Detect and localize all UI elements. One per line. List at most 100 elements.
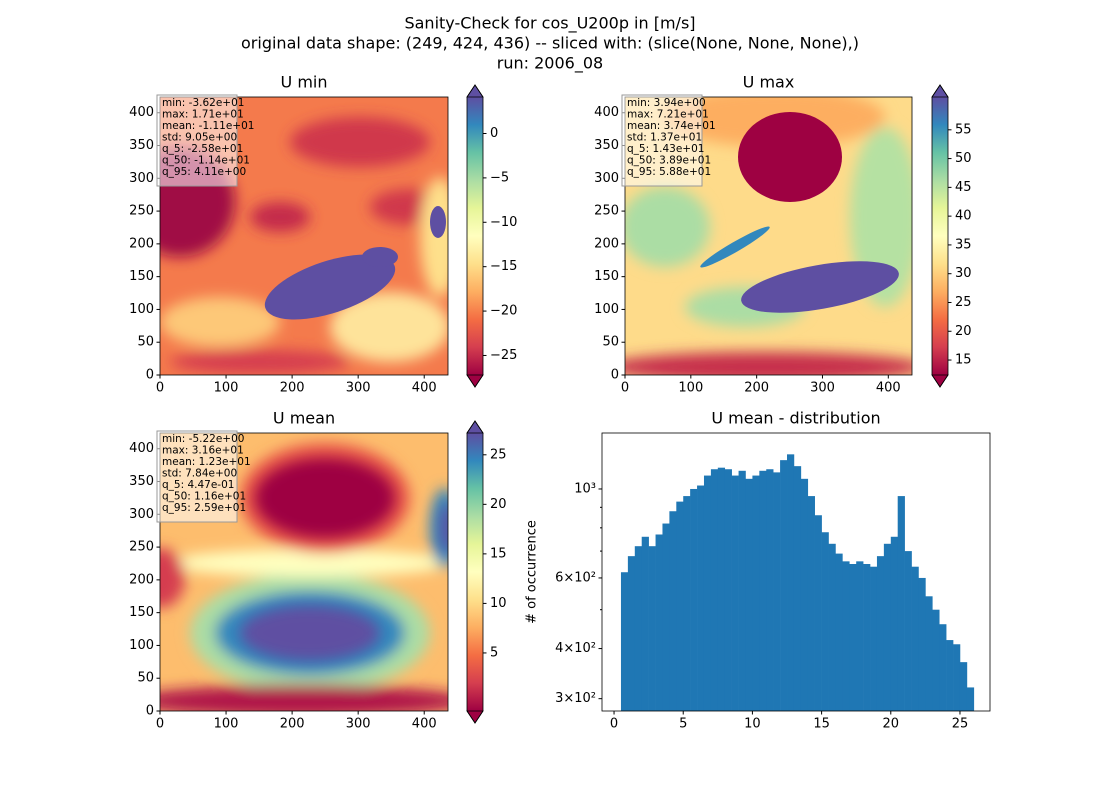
bar [710, 469, 719, 711]
x-tick-label: 200 [744, 381, 769, 396]
bar [897, 496, 905, 711]
colorbar-tick-label: −25 [490, 348, 517, 363]
y-tick-label: 400 [129, 441, 154, 456]
stats-box [156, 94, 238, 187]
y-tick-label: 400 [129, 105, 154, 120]
bar [620, 572, 629, 711]
y-tick-label: 50 [602, 335, 619, 350]
bar [821, 532, 829, 711]
bar [966, 687, 975, 711]
y-tick-label: 350 [129, 138, 154, 153]
bar [641, 536, 649, 711]
colorbar-tick-label: 0 [490, 126, 498, 141]
stats-line: q_95: 5.88e+01 [627, 166, 711, 178]
colorbar-frame [466, 84, 484, 388]
colorbar [467, 97, 483, 375]
y-tick-label: 250 [129, 204, 154, 219]
y-tick-label: 150 [129, 605, 154, 620]
bar [787, 454, 795, 711]
colorbar-tick-label: 15 [490, 546, 507, 561]
x-tick-label: 0 [156, 381, 164, 396]
colorbar-frame [466, 420, 484, 724]
bar [835, 553, 843, 711]
colorbar-tick-label: −15 [490, 259, 517, 274]
y-tick-label: 4×10² [555, 641, 596, 656]
stats-line: std: 9.05e+00 [162, 132, 237, 144]
colorbar-tick-label: 30 [955, 266, 972, 281]
x-tick-label: 0 [156, 717, 164, 732]
y-tick-label: 150 [594, 269, 619, 284]
y-tick-label: 350 [129, 474, 154, 489]
bar [883, 543, 892, 711]
axes-title: U mean [273, 409, 335, 428]
y-tick-label: 100 [129, 638, 154, 653]
stats-line: q_5: -2.58e+01 [162, 143, 243, 155]
stats-box [156, 430, 238, 523]
colorbar-tick-label: 35 [955, 237, 972, 252]
colorbar [467, 433, 483, 711]
x-tick-label: 20 [883, 717, 900, 732]
heatmap-image [625, 97, 912, 375]
bar [959, 662, 968, 711]
x-tick-label: 100 [214, 717, 239, 732]
stats-line: mean: 3.74e+01 [627, 120, 716, 132]
x-tick-label: 200 [280, 381, 305, 396]
stats-line: q_95: 4.11e+00 [162, 166, 246, 178]
bar [863, 564, 871, 711]
x-tick-label: 400 [876, 381, 901, 396]
colorbar-tick-label: 40 [955, 209, 972, 224]
x-tick-label: 400 [412, 381, 437, 396]
colorbar-tick-label: 20 [490, 497, 507, 512]
stats-line: max: 1.71e+01 [162, 109, 244, 121]
x-tick-label: 400 [412, 717, 437, 732]
axes-frame [601, 432, 991, 712]
stats-line: q_50: -1.14e+01 [162, 155, 250, 167]
y-tick-label: 50 [137, 671, 154, 686]
bar [939, 624, 947, 711]
bar [648, 546, 656, 711]
bar [717, 467, 726, 711]
bar [849, 564, 857, 711]
figure-title: original data shape: (249, 424, 436) -- … [241, 34, 859, 53]
colorbar-tick-label: −20 [490, 304, 517, 319]
bar [662, 523, 670, 711]
axes-title: U min [281, 73, 328, 92]
bar [953, 644, 961, 711]
colorbar-tick-label: −5 [490, 170, 509, 185]
heatmap-image [160, 97, 448, 375]
colorbar-tick-label: 50 [955, 151, 972, 166]
stats-line: mean: 1.23e+01 [162, 456, 251, 468]
x-tick-label: 300 [346, 381, 371, 396]
bar [904, 551, 912, 711]
y-tick-label: 0 [611, 368, 619, 383]
y-tick-label: 300 [129, 507, 154, 522]
y-tick-label: 200 [129, 572, 154, 587]
y-tick-label: 0 [146, 704, 154, 719]
bar [627, 556, 636, 711]
y-tick-label: 300 [129, 171, 154, 186]
y-tick-label: 50 [137, 335, 154, 350]
stats-line: min: 3.94e+00 [627, 97, 706, 109]
stats-line: q_5: 1.43e+01 [627, 143, 704, 155]
bar [911, 566, 919, 711]
y-tick-label: 250 [594, 204, 619, 219]
bar [724, 469, 732, 711]
axes-title: U max [743, 73, 795, 92]
x-tick-label: 100 [214, 381, 239, 396]
stats-line: q_50: 1.16e+01 [162, 491, 246, 503]
colorbar-frame [931, 84, 949, 388]
y-tick-label: 10³ [574, 481, 596, 496]
y-tick-label: 350 [594, 138, 619, 153]
x-tick-label: 5 [679, 717, 687, 732]
bar [828, 543, 836, 711]
x-tick-label: 15 [813, 717, 830, 732]
x-tick-label: 200 [280, 717, 305, 732]
colorbar-tick-label: 55 [955, 122, 972, 137]
colorbar-extend [466, 710, 484, 724]
bar [669, 511, 677, 711]
bar [856, 561, 864, 711]
figure-title: Sanity-Check for cos_U200p in [m/s] [404, 14, 695, 34]
stats-line: min: -5.22e+00 [162, 433, 244, 445]
stats-line: max: 7.21e+01 [627, 109, 709, 121]
